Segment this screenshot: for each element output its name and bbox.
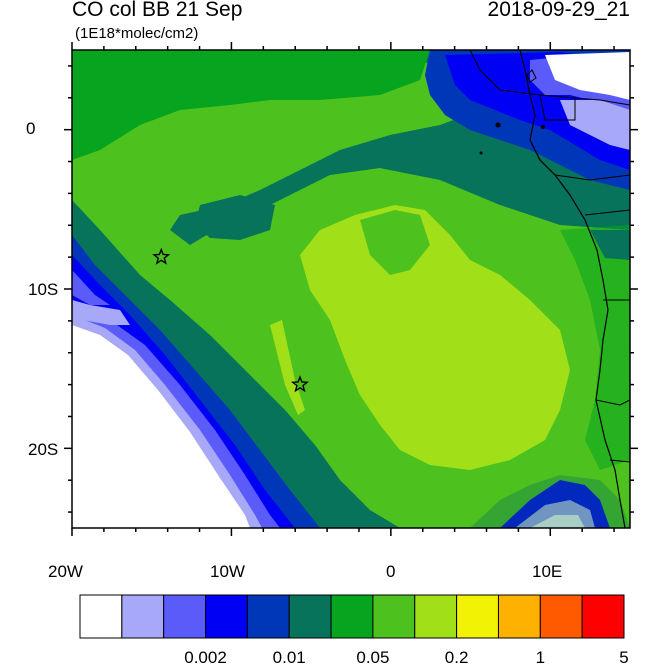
station-north-star-icon bbox=[152, 247, 171, 265]
colorbar-swatch bbox=[330, 594, 374, 639]
co-field bbox=[72, 50, 630, 528]
datetime-label: 2018-09-29_21 bbox=[487, 0, 630, 21]
units-label: (1E18*molec/cm2) bbox=[75, 25, 199, 42]
colorbar-swatch bbox=[497, 594, 541, 639]
colorbar-label: 1 bbox=[535, 648, 546, 667]
lon-label-0: 0 bbox=[386, 562, 396, 581]
colorbar-swatch bbox=[372, 594, 416, 639]
station-markers bbox=[152, 247, 309, 393]
figure-title: CO col BB 21 Sep bbox=[72, 0, 243, 21]
colorbar-swatch bbox=[456, 594, 499, 639]
lon-label-10e: 10E bbox=[532, 562, 563, 581]
colorbar-swatch bbox=[414, 594, 458, 639]
colorbar-label: 0.01 bbox=[272, 648, 306, 667]
station-south-star-icon bbox=[290, 375, 309, 393]
colorbar-label: 0.05 bbox=[356, 648, 390, 667]
colorbar-swatch bbox=[246, 594, 290, 639]
lat-label-20s: 20S bbox=[28, 440, 59, 459]
colorbar-swatch bbox=[581, 594, 625, 639]
lat-label-10s: 10S bbox=[28, 280, 59, 299]
colorbar-swatch bbox=[205, 594, 248, 639]
colorbar-label: 5 bbox=[619, 648, 629, 667]
lon-label-20w: 20W bbox=[48, 562, 83, 581]
colorbar-swatch bbox=[539, 594, 583, 639]
colorbar-label: 0.002 bbox=[184, 648, 227, 667]
lon-label-10w: 10W bbox=[210, 562, 245, 581]
colorbar-label: 0.2 bbox=[444, 648, 469, 667]
colorbar-swatch bbox=[79, 594, 123, 639]
colorbar bbox=[79, 594, 625, 639]
axis-ticks bbox=[64, 42, 638, 536]
lat-label-0: 0 bbox=[26, 119, 36, 138]
colorbar-swatch bbox=[163, 594, 207, 639]
colorbar-swatch bbox=[288, 594, 332, 639]
colorbar-swatch bbox=[121, 594, 165, 639]
